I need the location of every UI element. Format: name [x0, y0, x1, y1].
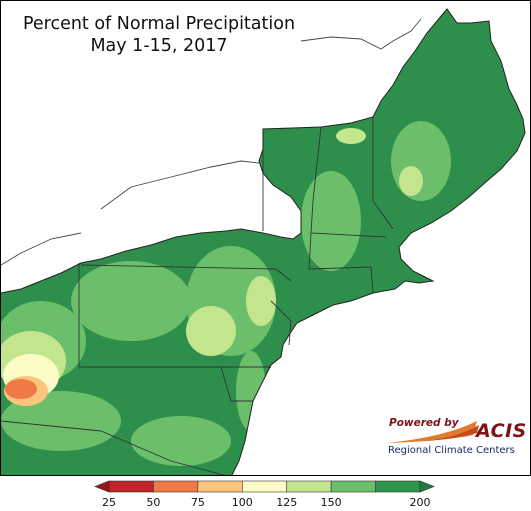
legend-tick-label: 125 [276, 496, 298, 509]
canada-border [300, 18, 422, 50]
legend-bin [197, 480, 243, 493]
legend-bin [375, 480, 421, 493]
legend-tick-label: 75 [190, 496, 205, 509]
legend-colorbar [94, 480, 435, 493]
map-canvas [1, 1, 530, 475]
coastline [1, 8, 526, 475]
legend-arrow-high [419, 480, 435, 493]
acis-swoosh-icon [387, 421, 479, 443]
logo-powered-by: Powered by [389, 417, 459, 429]
precipitation-map: Percent of Normal Precipitation May 1-15… [0, 0, 531, 476]
map-title-line2: May 1-15, 2017 [90, 36, 228, 56]
lake-shoreline [100, 160, 260, 210]
logo-subtitle: Regional Climate Centers [388, 445, 515, 456]
legend-tick-label: 200 [409, 496, 431, 509]
legend-bin [108, 480, 154, 493]
color-legend: 25 50 75 100 125 150 200 [0, 476, 531, 511]
map-title: Percent of Normal Precipitation May 1-15… [1, 13, 317, 57]
precip-patches [1, 121, 451, 466]
logo-acis-name: ACIS [476, 420, 527, 442]
legend-bin [330, 480, 376, 493]
legend-tick-label: 25 [102, 496, 116, 509]
state-borders [1, 117, 394, 475]
legend-tick-label: 50 [146, 496, 161, 509]
legend-tick-label: 100 [231, 496, 253, 509]
map-title-line1: Percent of Normal Precipitation [22, 14, 296, 34]
lake-erie-shoreline [1, 232, 82, 266]
legend-tick-label: 150 [320, 496, 342, 509]
legend-bin [286, 480, 332, 493]
acis-logo: Powered by ACIS Regional Climate Centers [385, 415, 526, 459]
legend-bin [241, 480, 288, 493]
legend-bin [153, 480, 199, 493]
legend-arrow-low [94, 480, 110, 493]
